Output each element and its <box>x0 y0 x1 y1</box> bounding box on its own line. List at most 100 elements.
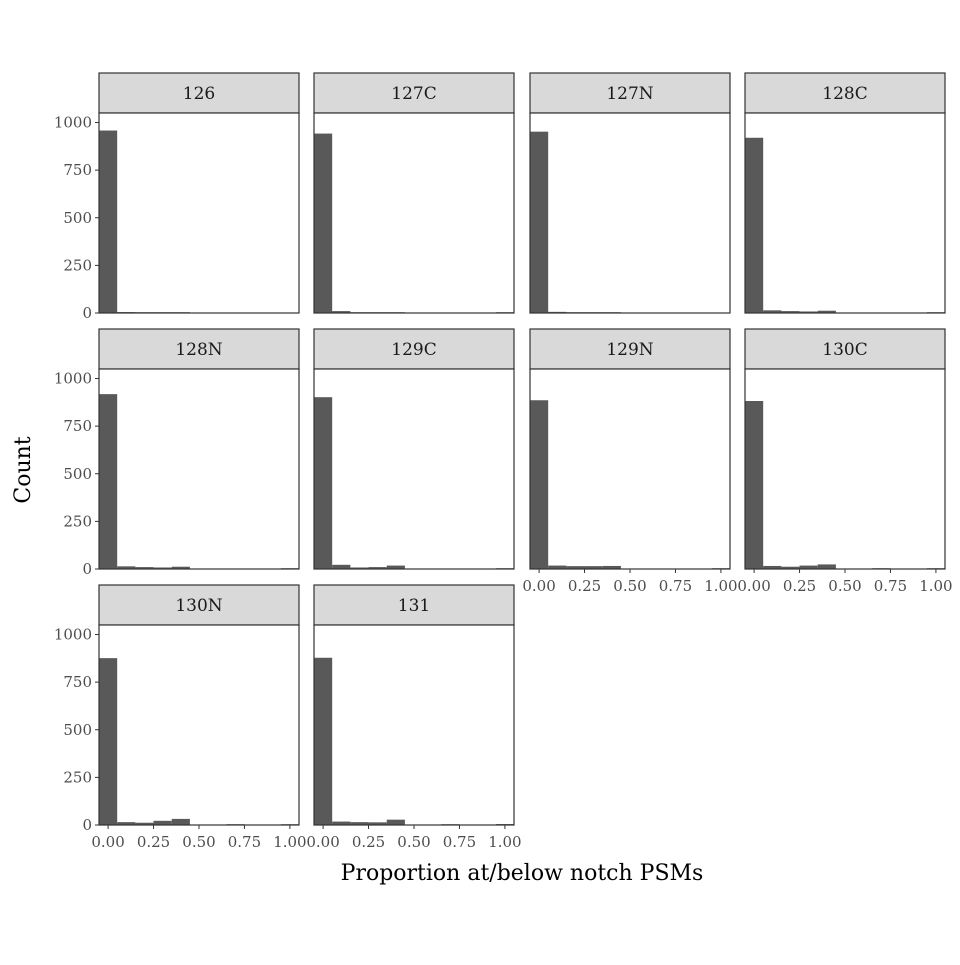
facet-panel-127c: 127C <box>313 72 515 314</box>
histogram-bar <box>99 394 118 569</box>
facet-panel-border <box>313 368 515 570</box>
histogram-bar <box>368 567 387 569</box>
histogram-bar <box>745 137 764 313</box>
facet-strip <box>313 584 515 626</box>
histogram-bar <box>99 130 118 313</box>
histogram-bar <box>171 566 190 569</box>
facet-panel-border <box>744 112 946 314</box>
histogram-bar <box>135 567 154 569</box>
histogram-bar <box>386 565 405 569</box>
histogram-bar <box>763 565 782 569</box>
histogram-bar <box>781 566 800 569</box>
histogram-bar <box>314 657 333 825</box>
histogram-bar <box>332 564 351 569</box>
facet-panel-border <box>313 112 515 314</box>
histogram-bar <box>386 819 405 825</box>
histogram-bar <box>799 565 818 569</box>
x-tick-label: 0.25 <box>352 833 385 851</box>
histogram-bar <box>566 566 585 569</box>
facet-panel-128c: 128C <box>744 72 946 314</box>
facet-panel-background <box>530 113 730 313</box>
facet-strip-label: 130C <box>822 340 867 360</box>
facet-panel-129c: 129C <box>313 328 515 570</box>
facet-panel-130n: 130N 0 250 500 750 1000 0.00 0.25 0.50 0.75 1.00 <box>54 584 307 851</box>
x-tick-label: 1.00 <box>488 833 521 851</box>
y-tick-label: 250 <box>63 512 92 530</box>
x-tick-label: 0.25 <box>783 577 816 595</box>
facet-strip <box>98 72 300 114</box>
histogram-bar <box>817 310 836 313</box>
histogram-bar <box>817 564 836 569</box>
facet-strip-label: 129N <box>606 340 653 360</box>
facet-panel-background <box>99 369 299 569</box>
histogram-bar <box>314 397 333 569</box>
y-tick-label: 500 <box>63 209 92 227</box>
x-tick-label: 0.25 <box>568 577 601 595</box>
y-tick-label: 0 <box>82 304 92 322</box>
x-tick-label: 1.00 <box>273 833 306 851</box>
x-tick-label: 1.00 <box>704 577 737 595</box>
histogram-bar <box>745 401 764 569</box>
y-tick-label: 250 <box>63 768 92 786</box>
histogram-bar <box>117 566 136 569</box>
histogram-bar <box>314 133 333 313</box>
histogram-bar <box>530 131 549 313</box>
x-tick-label: 1.00 <box>919 577 952 595</box>
facet-strip <box>529 328 731 370</box>
x-tick-label: 0.00 <box>91 833 124 851</box>
x-tick-label: 0.00 <box>522 577 555 595</box>
facet-panel-background <box>314 625 514 825</box>
facet-strip <box>744 328 946 370</box>
x-tick-label: 0.50 <box>613 577 646 595</box>
facet-strip-label: 131 <box>398 596 430 616</box>
y-tick-label: 500 <box>63 465 92 483</box>
histogram-bar <box>153 820 172 825</box>
y-tick-label: 500 <box>63 721 92 739</box>
y-tick-label: 0 <box>82 560 92 578</box>
histogram-bar <box>135 822 154 825</box>
facet-panel-background <box>314 113 514 313</box>
facet-strip-label: 128C <box>822 84 867 104</box>
facet-panel-border <box>98 368 300 570</box>
facet-strip <box>313 72 515 114</box>
y-tick-label: 250 <box>63 256 92 274</box>
y-tick-label: 0 <box>82 816 92 834</box>
facet-panel-background <box>745 113 945 313</box>
facet-panel-background <box>99 625 299 825</box>
x-tick-label: 0.00 <box>306 833 339 851</box>
histogram-bar <box>781 311 800 313</box>
x-tick-label: 0.75 <box>659 577 692 595</box>
histogram-bar <box>799 311 818 313</box>
facet-panel-background <box>745 369 945 569</box>
facet-panel-128n: 128N 0 250 500 750 1000 <box>54 328 300 578</box>
x-tick-label: 0.00 <box>737 577 770 595</box>
x-tick-label: 0.50 <box>828 577 861 595</box>
facet-panel-background <box>314 369 514 569</box>
facet-strip-label: 129C <box>391 340 436 360</box>
facets-layer: 126 0 250 500 750 1000 127C 127N 128C 128N 0 250 500… <box>54 72 953 851</box>
x-axis-title: Proportion at/below notch PSMs <box>341 861 704 886</box>
facet-panel-131: 131 0.00 0.25 0.50 0.75 1.00 <box>306 584 522 851</box>
histogram-bar <box>350 822 369 825</box>
histogram-bar <box>368 822 387 825</box>
facet-panel-129n: 129N 0.00 0.25 0.50 0.75 1.00 <box>522 328 738 595</box>
y-tick-label: 1000 <box>54 114 92 132</box>
histogram-bar <box>548 565 567 569</box>
facet-panel-background <box>530 369 730 569</box>
facet-strip-label: 128N <box>175 340 222 360</box>
y-tick-label: 1000 <box>54 370 92 388</box>
facet-strip-label: 127N <box>606 84 653 104</box>
histogram-bar <box>530 400 549 569</box>
facet-panel-border <box>98 112 300 314</box>
y-tick-label: 750 <box>63 673 92 691</box>
x-tick-label: 0.50 <box>397 833 430 851</box>
histogram-bar <box>763 310 782 313</box>
histogram-bar <box>99 658 118 825</box>
facet-strip-label: 130N <box>175 596 222 616</box>
y-tick-label: 750 <box>63 161 92 179</box>
y-tick-label: 750 <box>63 417 92 435</box>
facet-strip-label: 127C <box>391 84 436 104</box>
facet-panel-127n: 127N <box>529 72 731 314</box>
x-tick-label: 0.75 <box>874 577 907 595</box>
